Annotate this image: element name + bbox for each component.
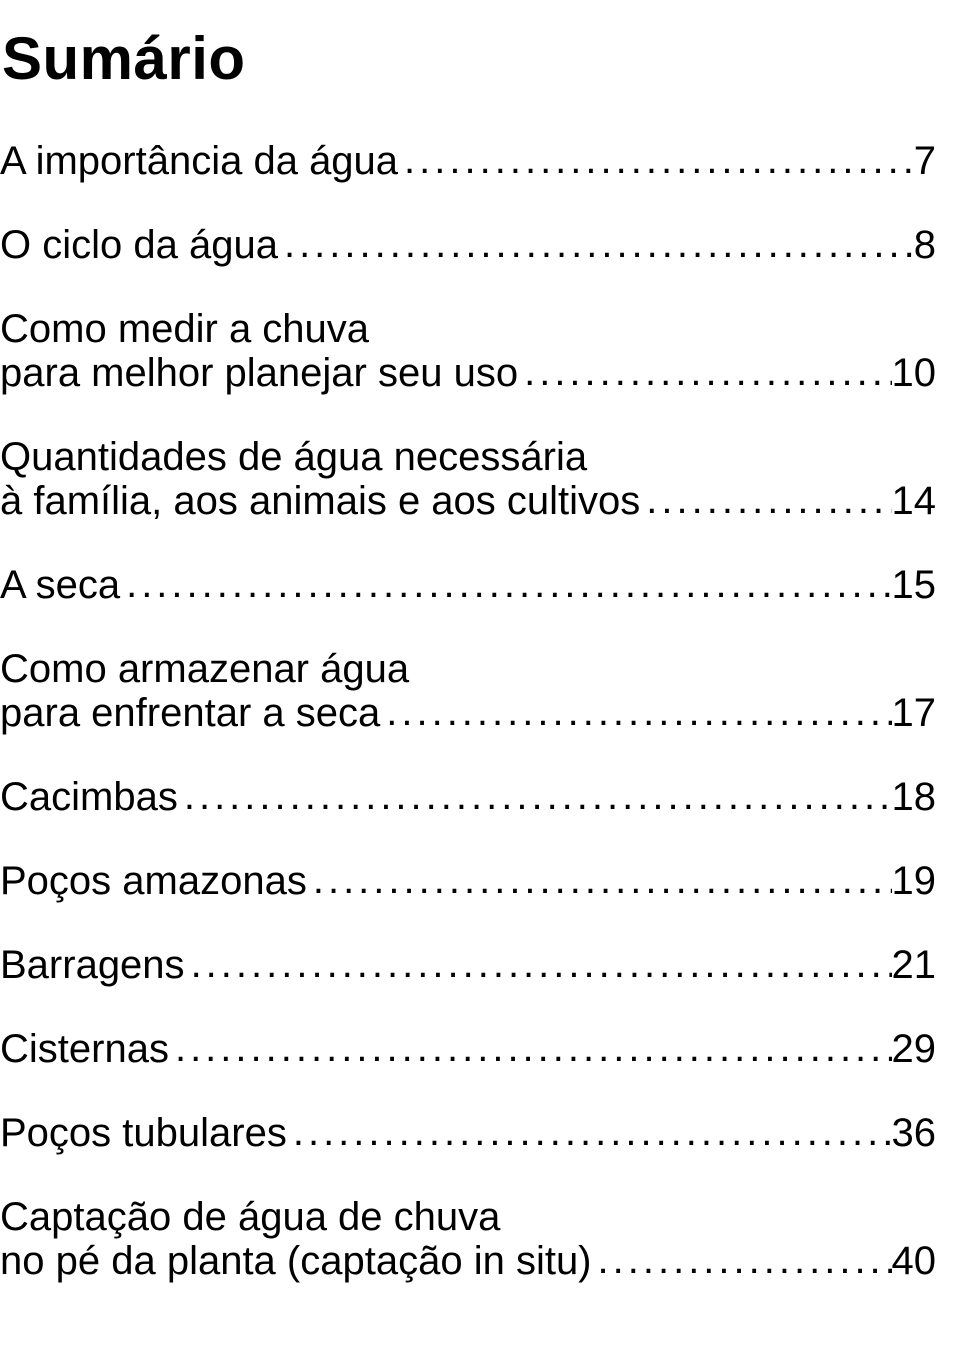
toc-entry-page: 19 <box>892 861 937 901</box>
toc-entry-line: no pé da planta (captação in situ) 40 <box>0 1241 936 1281</box>
toc-entry-label: à família, aos animais e aos cultivos <box>0 481 640 521</box>
toc-entry-label: Cisternas <box>0 1029 169 1069</box>
toc-leader-dots <box>185 944 892 984</box>
toc-entry-line: Cisternas 29 <box>0 1029 936 1069</box>
toc-entry-prefix: Captação de água de chuva <box>0 1197 936 1237</box>
toc-entry-label: Cacimbas <box>0 777 178 817</box>
toc-entry: Como medir a chuvapara melhor planejar s… <box>0 309 936 393</box>
toc-entry-line: Poços tubulares 36 <box>0 1113 936 1153</box>
toc-entry-line: Barragens 21 <box>0 945 936 985</box>
toc-entry-page: 14 <box>892 481 937 521</box>
toc-entry: Poços tubulares 36 <box>0 1113 936 1153</box>
toc-entry-page: 7 <box>914 141 936 181</box>
page-title: Sumário <box>2 24 936 93</box>
toc-entry: Captação de água de chuvano pé da planta… <box>0 1197 936 1281</box>
toc-leader-dots <box>120 564 891 604</box>
toc-entry-prefix: Como medir a chuva <box>0 309 936 349</box>
toc-entry-prefix: Quantidades de água necessária <box>0 437 936 477</box>
toc-entry: Como armazenar águapara enfrentar a seca… <box>0 649 936 733</box>
toc-entry-label: Poços tubulares <box>0 1113 287 1153</box>
toc-entry-label: no pé da planta (captação in situ) <box>0 1241 592 1281</box>
toc-entry: Poços amazonas 19 <box>0 861 936 901</box>
toc-entry: A seca 15 <box>0 565 936 605</box>
toc-leader-dots <box>169 1028 892 1068</box>
toc-entry-line: Cacimbas 18 <box>0 777 936 817</box>
toc-entry-page: 15 <box>892 565 937 605</box>
toc-entry: Cacimbas 18 <box>0 777 936 817</box>
toc-entry: O ciclo da água 8 <box>0 225 936 265</box>
toc-entry-page: 40 <box>892 1241 937 1281</box>
toc-entry-line: A importância da água 7 <box>0 141 936 181</box>
toc-leader-dots <box>592 1240 892 1280</box>
toc-entry-label: Barragens <box>0 945 185 985</box>
toc-leader-dots <box>178 776 892 816</box>
toc-entry-page: 29 <box>892 1029 937 1069</box>
toc-entry-page: 18 <box>892 777 937 817</box>
toc-entry-label: O ciclo da água <box>0 225 278 265</box>
toc-entry-page: 36 <box>892 1113 937 1153</box>
toc-entry-label: Poços amazonas <box>0 861 307 901</box>
toc-page: Sumário A importância da água 7 O ciclo d… <box>0 0 960 1281</box>
toc-entry-line: A seca 15 <box>0 565 936 605</box>
toc-entry-line: O ciclo da água 8 <box>0 225 936 265</box>
toc-entry: Barragens 21 <box>0 945 936 985</box>
toc-entry-page: 17 <box>892 693 937 733</box>
toc-leader-dots <box>518 352 891 392</box>
toc-leader-dots <box>640 480 891 520</box>
toc-entry: Cisternas 29 <box>0 1029 936 1069</box>
toc-entry-page: 21 <box>892 945 937 985</box>
toc-entry-label: A seca <box>0 565 120 605</box>
toc-list: A importância da água 7 O ciclo da água 8… <box>0 141 936 1281</box>
toc-entry: A importância da água 7 <box>0 141 936 181</box>
toc-entry-line: para melhor planejar seu uso 10 <box>0 353 936 393</box>
toc-leader-dots <box>398 140 914 180</box>
toc-leader-dots <box>380 692 891 732</box>
toc-entry-label: A importância da água <box>0 141 398 181</box>
toc-leader-dots <box>278 224 914 264</box>
toc-entry-line: Poços amazonas 19 <box>0 861 936 901</box>
toc-entry-line: à família, aos animais e aos cultivos 14 <box>0 481 936 521</box>
toc-entry-prefix: Como armazenar água <box>0 649 936 689</box>
toc-entry-page: 10 <box>892 353 937 393</box>
toc-entry-line: para enfrentar a seca 17 <box>0 693 936 733</box>
toc-leader-dots <box>287 1112 892 1152</box>
toc-entry: Quantidades de água necessáriaà família,… <box>0 437 936 521</box>
toc-entry-label: para enfrentar a seca <box>0 693 380 733</box>
toc-entry-page: 8 <box>914 225 936 265</box>
toc-entry-label: para melhor planejar seu uso <box>0 353 518 393</box>
toc-leader-dots <box>307 860 892 900</box>
